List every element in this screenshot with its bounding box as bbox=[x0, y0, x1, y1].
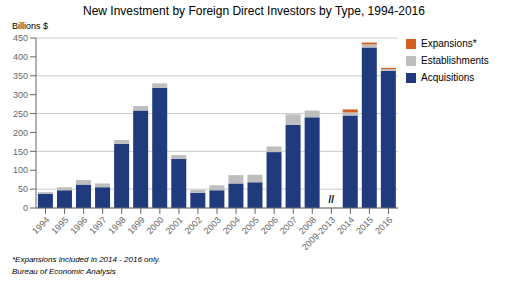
html-text:Acquisitions: Acquisitions bbox=[421, 72, 475, 83]
svg-text:100: 100 bbox=[13, 165, 28, 175]
svg-text:2015: 2015 bbox=[354, 215, 375, 236]
svg-text:250: 250 bbox=[13, 109, 28, 119]
svg-text:2007: 2007 bbox=[278, 215, 299, 236]
svg-text:200: 200 bbox=[13, 128, 28, 138]
svg-text:400: 400 bbox=[13, 52, 28, 62]
svg-text:50: 50 bbox=[18, 184, 28, 194]
svg-text:0: 0 bbox=[23, 203, 28, 213]
svg-text:2003: 2003 bbox=[202, 215, 223, 236]
html-text:Bureau of Economic Analysis: Bureau of Economic Analysis bbox=[12, 267, 116, 276]
svg-text:1997: 1997 bbox=[87, 215, 108, 236]
svg-text:2014: 2014 bbox=[335, 215, 356, 236]
svg-text:2006: 2006 bbox=[259, 215, 280, 236]
svg-text:1995: 1995 bbox=[49, 215, 70, 236]
html-text:Billions $: Billions $ bbox=[12, 21, 48, 31]
svg-text:2008: 2008 bbox=[297, 214, 319, 237]
svg-text:2016: 2016 bbox=[373, 215, 394, 236]
svg-text:300: 300 bbox=[13, 90, 28, 100]
svg-text:450: 450 bbox=[13, 33, 28, 43]
svg-text:2001: 2001 bbox=[164, 215, 185, 236]
html-text:New Investment by Foreign Dire: New Investment by Foreign Direct Investo… bbox=[83, 4, 425, 18]
html-text:Expansions*: Expansions* bbox=[421, 38, 477, 49]
svg-text:2004: 2004 bbox=[221, 215, 242, 236]
svg-text:1998: 1998 bbox=[106, 215, 127, 236]
svg-text:1994: 1994 bbox=[30, 215, 51, 236]
svg-text:1999: 1999 bbox=[125, 215, 146, 236]
svg-text:350: 350 bbox=[13, 71, 28, 81]
svg-text://: // bbox=[329, 194, 335, 205]
svg-text:150: 150 bbox=[13, 147, 28, 157]
svg-text:2005: 2005 bbox=[240, 215, 261, 236]
html-text:Establishments: Establishments bbox=[421, 55, 489, 66]
svg-text:2000: 2000 bbox=[145, 215, 166, 236]
svg-text:2002: 2002 bbox=[183, 215, 204, 236]
svg-text:2009-2013: 2009-2013 bbox=[300, 215, 338, 250]
html-text:*Expansions included in 2014 -: *Expansions included in 2014 - 2016 only… bbox=[12, 255, 161, 264]
svg-text:1996: 1996 bbox=[68, 215, 89, 236]
